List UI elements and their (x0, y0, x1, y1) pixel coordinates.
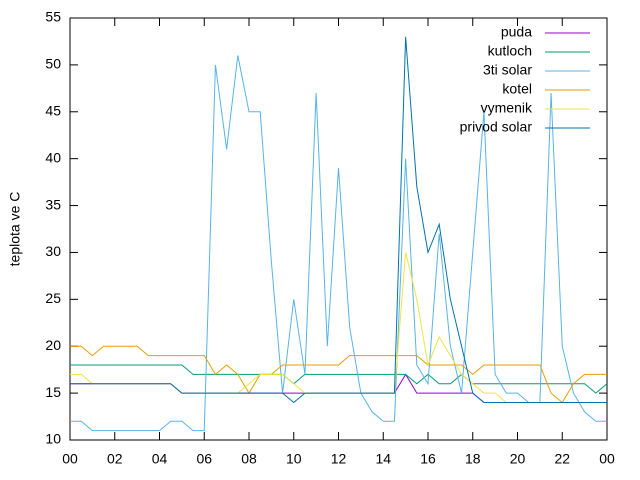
x-tick-label: 12 (331, 451, 347, 467)
legend-label: vymenik (481, 100, 533, 116)
x-tick-label: 06 (196, 451, 212, 467)
x-tick-label: 04 (152, 451, 168, 467)
y-tick-label: 20 (45, 337, 61, 353)
legend-label: kotel (502, 81, 532, 97)
series-line (70, 364, 608, 394)
y-tick-label: 40 (45, 149, 61, 165)
legend-label: puda (501, 24, 532, 40)
y-axis-label: teplota ve C (7, 192, 23, 267)
x-tick-label: 00 (599, 451, 615, 467)
y-tick-label: 55 (45, 9, 61, 25)
y-tick-label: 10 (45, 431, 61, 447)
y-tick-label: 35 (45, 196, 61, 212)
x-tick-label: 16 (420, 451, 436, 467)
x-tick-label: 02 (107, 451, 123, 467)
y-tick-label: 25 (45, 290, 61, 306)
x-tick-label: 14 (375, 451, 391, 467)
x-tick-label: 18 (465, 451, 481, 467)
series-line (70, 55, 607, 432)
y-tick-label: 30 (45, 243, 61, 259)
x-tick-label: 10 (286, 451, 302, 467)
x-tick-label: 20 (510, 451, 526, 467)
y-tick-label: 45 (45, 102, 61, 118)
series-line (70, 345, 607, 404)
x-tick-label: 08 (241, 451, 257, 467)
series-line (70, 36, 607, 404)
y-tick-label: 50 (45, 56, 61, 72)
y-tick-label: 15 (45, 384, 61, 400)
legend-label: privod solar (460, 119, 533, 135)
legend-label: kutloch (488, 43, 532, 59)
x-tick-label: 00 (62, 451, 78, 467)
x-tick-label: 22 (554, 451, 570, 467)
legend-label: 3ti solar (483, 62, 532, 78)
